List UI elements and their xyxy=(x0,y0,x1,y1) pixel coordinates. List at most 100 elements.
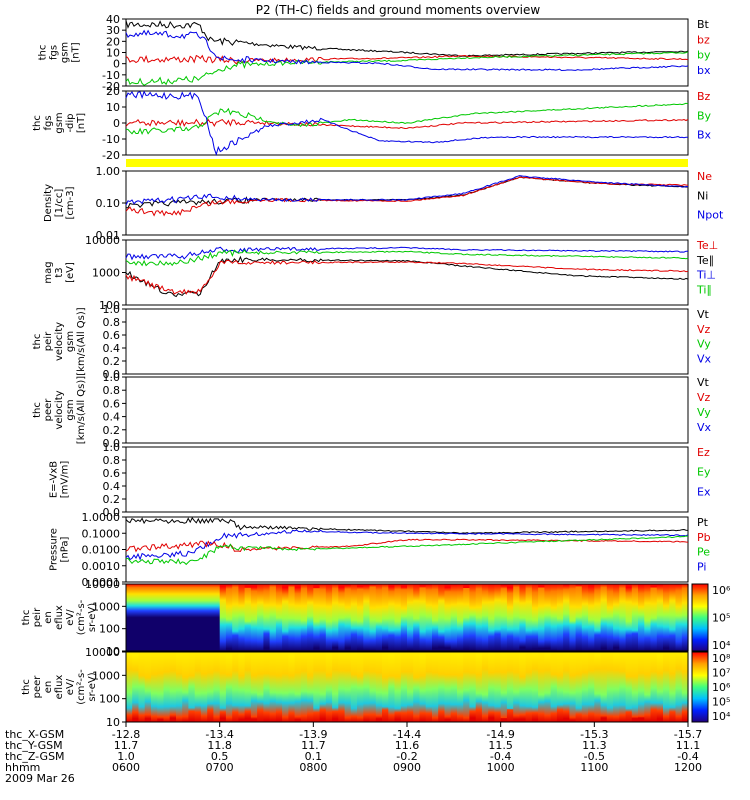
heatmap-column xyxy=(182,652,189,722)
heatmap-column xyxy=(225,584,233,651)
y-axis-label: peir xyxy=(32,607,43,627)
colorbar-label: 10⁷ xyxy=(712,667,730,680)
heatmap-column xyxy=(213,584,221,651)
y-tick-label: 1.0 xyxy=(103,441,121,454)
series-line-red xyxy=(125,54,689,65)
heatmap-column xyxy=(207,584,214,651)
heatmap-column xyxy=(350,584,358,651)
heatmap-column xyxy=(263,584,271,651)
heatmap-column xyxy=(550,584,558,651)
y-axis-label: E=-VxB xyxy=(49,461,60,498)
y-tick-label: -10 xyxy=(102,133,120,146)
y-tick-label: 20 xyxy=(106,85,120,98)
y-axis-label: thc xyxy=(32,115,43,131)
heatmap-column xyxy=(625,584,633,651)
heatmap-column xyxy=(500,584,508,651)
y-axis-label: [nT] xyxy=(71,42,82,62)
y-tick-label: 10 xyxy=(106,645,120,658)
heatmap-column xyxy=(425,652,433,722)
heatmap-column xyxy=(338,584,346,651)
heatmap-column xyxy=(375,584,383,651)
y-tick-label: 1.00 xyxy=(96,165,121,178)
panel-density: Ne Ni Npot 1.00 0.10 0.01 Density [1/cc] [cm-3] xyxy=(43,165,724,242)
y-tick-label: 0.0 xyxy=(103,368,121,381)
heatmap-column xyxy=(575,584,583,651)
heatmap-column xyxy=(419,584,427,651)
heatmap-column xyxy=(350,652,358,722)
y-tick-label: 0.2 xyxy=(103,355,121,368)
x-tick-label: 0.5 xyxy=(211,750,229,763)
plot-frame xyxy=(125,516,689,583)
heatmap-column xyxy=(538,652,545,722)
legend-entry: Vx xyxy=(697,421,712,434)
x-tick-label: 11.6 xyxy=(395,739,420,752)
date-label: 2009 Mar 26 xyxy=(5,772,75,785)
y-axis-label: [1/cc] xyxy=(54,189,65,218)
heatmap-column xyxy=(519,584,527,651)
heatmap-column xyxy=(413,652,420,722)
heatmap-column xyxy=(407,584,414,651)
legend-entry: by xyxy=(697,49,711,62)
legend-entry: Vy xyxy=(697,338,711,351)
x-tick-label: 11.3 xyxy=(582,739,607,752)
heatmap-column xyxy=(238,652,246,722)
colorbar-label: 10⁵ xyxy=(712,612,730,625)
heatmap-column xyxy=(625,652,633,722)
y-axis-label: eV/ xyxy=(65,678,76,695)
heatmap-column xyxy=(513,652,520,722)
heatmap-column xyxy=(556,584,564,651)
y-tick-label: 10 xyxy=(106,101,120,114)
y-tick-label: 0.10 xyxy=(96,197,121,210)
plot-frame xyxy=(125,170,689,236)
legend-entry: Pe xyxy=(697,546,710,559)
legend-entry: Vt xyxy=(697,308,710,321)
heatmap-column xyxy=(619,584,627,651)
heatmap-column xyxy=(650,584,658,651)
legend-entry: Npot xyxy=(697,209,724,222)
heatmap-column xyxy=(157,652,164,722)
x-tick-label: 0600 xyxy=(112,761,140,774)
series-line-red xyxy=(125,118,689,130)
heatmap-column xyxy=(656,652,664,722)
heatmap-column xyxy=(631,584,639,651)
colorbar xyxy=(691,583,709,652)
y-tick-label: 10000 xyxy=(85,646,120,659)
heatmap-column xyxy=(169,652,177,722)
y-axis-label: velocity xyxy=(54,322,65,361)
heatmap-column xyxy=(469,652,477,722)
heatmap-column xyxy=(176,584,183,651)
y-axis-label: velocity xyxy=(54,390,65,429)
y-tick-label: 0.01 xyxy=(96,229,121,242)
y-tick-label: 100 xyxy=(99,693,120,706)
y-axis-label: [mV/m] xyxy=(60,461,71,499)
y-axis-label: mag xyxy=(43,261,54,283)
series-line-blue xyxy=(125,246,688,261)
y-tick-label: 1000 xyxy=(92,600,120,613)
heatmap-column xyxy=(394,584,402,651)
colorbar-label: 10⁵ xyxy=(712,696,730,709)
legend-entry: Te∥ xyxy=(696,254,714,267)
legend-entry: By xyxy=(697,109,712,122)
legend-entry: Te⊥ xyxy=(696,239,718,252)
y-tick-label: 1.0000 xyxy=(82,511,121,524)
heatmap-column xyxy=(531,652,539,722)
heatmap-column xyxy=(325,584,333,651)
heatmap-column xyxy=(656,584,664,651)
y-axis-label: thc xyxy=(21,610,32,626)
heatmap-column xyxy=(457,652,464,722)
y-tick-label: 0 xyxy=(113,58,120,71)
y-tick-label: 0.0 xyxy=(103,437,121,450)
heatmap-column xyxy=(675,652,683,722)
y-axis-label: peer xyxy=(43,398,54,422)
series-line-blue xyxy=(125,29,689,72)
x-tick-label: 0900 xyxy=(393,761,421,774)
plot-frame xyxy=(125,446,689,513)
y-tick-label: 0 xyxy=(113,117,120,130)
x-tick-label: -14.9 xyxy=(486,728,514,741)
x-tick-label: 11.7 xyxy=(114,739,139,752)
series-line-green xyxy=(125,535,689,566)
series-line-black xyxy=(125,517,689,535)
heatmap-column xyxy=(332,652,339,722)
heatmap-column xyxy=(544,652,552,722)
heatmap-column xyxy=(581,584,589,651)
